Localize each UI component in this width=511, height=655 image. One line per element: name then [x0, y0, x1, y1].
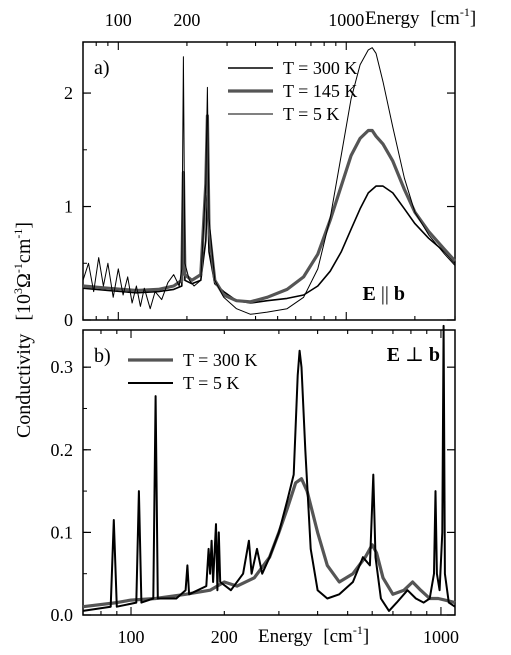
panel-a-legend: T = 300 K T = 145 K T = 5 K — [228, 58, 357, 124]
y-tick-label: 0.3 — [51, 357, 74, 377]
x-tick-label: 100 — [118, 627, 145, 647]
series-line — [82, 47, 456, 315]
panel-b-frame — [82, 329, 456, 616]
y-tick-label: 0.0 — [51, 605, 74, 625]
y-axis-label: Conductivity [103Ω-1cm-1] — [11, 222, 35, 438]
panel-a-label: a) — [94, 57, 110, 79]
y-tick-label: 0.1 — [51, 522, 74, 542]
y-tick-label: 1 — [64, 197, 73, 217]
top-axis-label: Energy [cm-1] — [365, 5, 476, 29]
x-tick-label: 200 — [211, 627, 238, 647]
y-tick-label: 2 — [64, 83, 73, 103]
panel-b-annotation: E ⊥ b — [387, 344, 440, 366]
series-line — [82, 114, 457, 304]
series-line — [82, 324, 456, 612]
y-tick-label: 0 — [64, 310, 73, 330]
x-tick-label: 1000 — [328, 10, 364, 30]
series-line — [82, 477, 456, 609]
panel-b-label: b) — [94, 345, 111, 367]
panel-b-legend: T = 300 K T = 5 K — [128, 350, 257, 393]
x-tick-label: 200 — [173, 10, 200, 30]
legend-label: T = 300 K — [183, 350, 257, 370]
panel-a-annotation: E || b — [363, 283, 405, 305]
panel-a-frame — [82, 41, 456, 321]
x-tick-label: 1000 — [423, 627, 459, 647]
legend-label: T = 5 K — [283, 104, 339, 124]
panel-b: 0.0 0.1 0.2 0.3 100 200 1000 b) E ⊥ b T = 300 … — [51, 324, 459, 647]
panel-b-ticks: 0.0 0.1 0.2 0.3 100 200 1000 — [51, 330, 459, 647]
panel-a-series — [82, 47, 457, 315]
panel-b-series — [82, 324, 456, 612]
x-tick-label: 100 — [105, 10, 132, 30]
bottom-axis-label: Energy [cm-1] — [258, 623, 369, 647]
legend-label: T = 5 K — [183, 373, 239, 393]
legend-label: T = 300 K — [283, 58, 357, 78]
y-tick-label: 0.2 — [51, 440, 74, 460]
panel-a: 0 1 2 100 200 1000 a) E || b T = 300 K T = 145… — [64, 5, 476, 330]
legend-label: T = 145 K — [283, 81, 357, 101]
panel-a-ticks: 0 1 2 100 200 1000 — [64, 10, 456, 330]
